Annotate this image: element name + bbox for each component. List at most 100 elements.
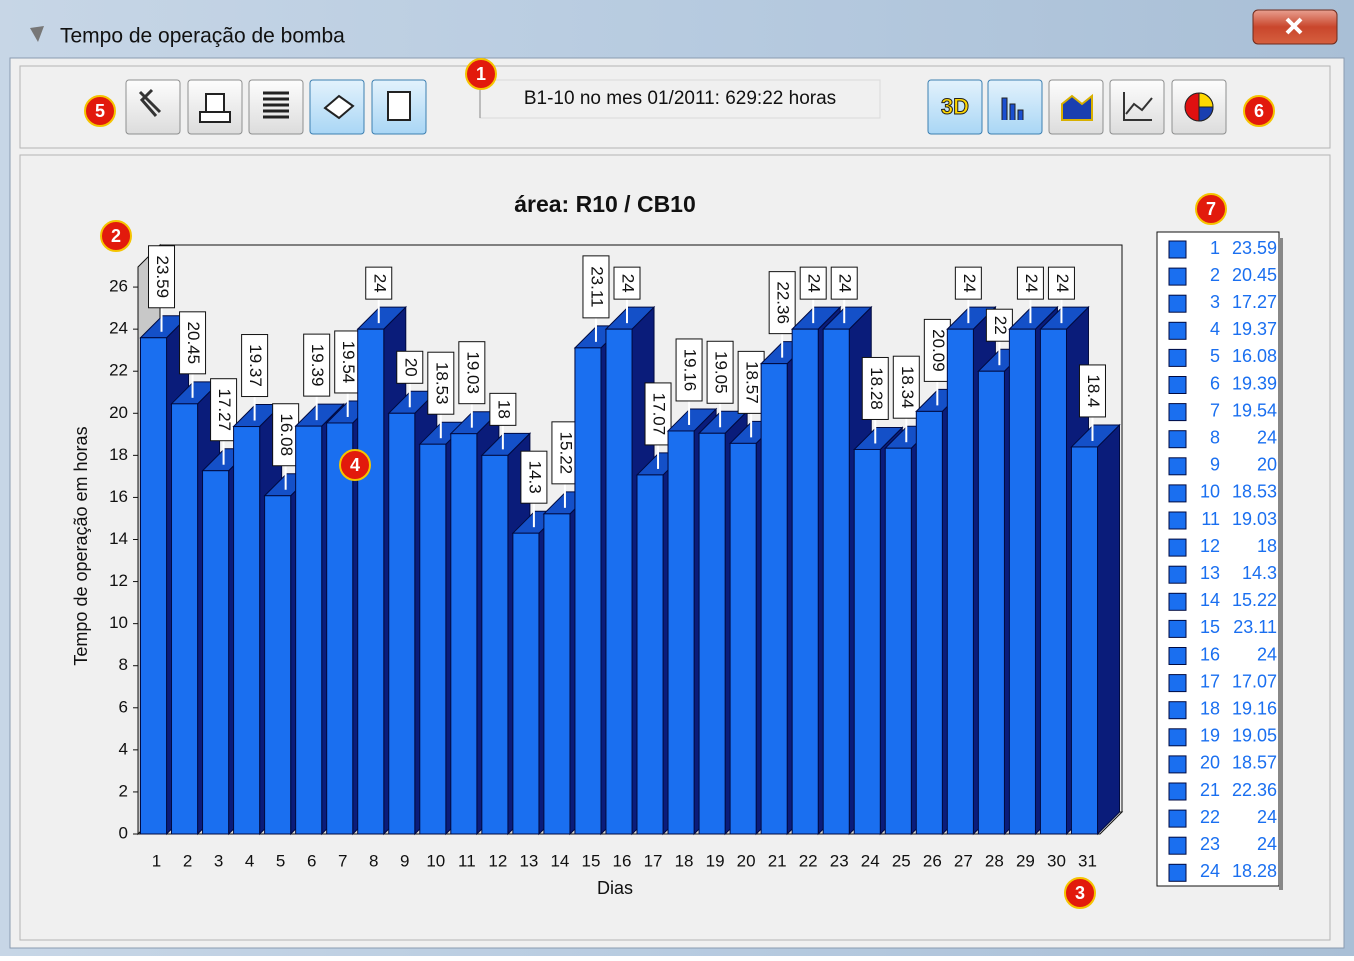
chart-title: área: R10 / CB10 (514, 191, 696, 217)
legend-index: 9 (1210, 455, 1220, 475)
value-label-box (675, 338, 703, 402)
value-label-box (365, 266, 393, 300)
x-tick-label: 6 (307, 851, 316, 870)
legend-value: 24 (1257, 807, 1277, 827)
legend-index: 24 (1200, 861, 1220, 881)
legend-value: 17.27 (1232, 292, 1277, 312)
legend-swatch (1168, 457, 1187, 476)
value-label-box (582, 255, 610, 319)
bar (171, 403, 199, 835)
bar (450, 433, 478, 835)
legend-swatch (1168, 755, 1187, 774)
legend-index: 17 (1200, 671, 1220, 691)
plot: 02468101214161820222426123.59220.45317.2… (109, 243, 1124, 870)
bar (946, 328, 974, 835)
bar (357, 328, 385, 835)
value-label-box (985, 308, 1013, 342)
bar (853, 448, 881, 835)
legend-value: 20 (1257, 455, 1277, 475)
bar (822, 328, 850, 835)
legend-swatch (1168, 484, 1187, 503)
x-tick-label: 1 (152, 851, 161, 870)
value-label-box (551, 421, 579, 485)
y-tick-label: 14 (109, 529, 128, 548)
callout-number: 1 (476, 64, 486, 84)
value-label: 16.08 (277, 413, 296, 456)
bar (977, 370, 1005, 835)
x-tick-label: 7 (338, 851, 347, 870)
window-icon (30, 26, 44, 42)
value-label-box (737, 350, 765, 414)
legend-index: 4 (1210, 319, 1220, 339)
legend-index: 11 (1201, 509, 1220, 529)
value-label: 18.53 (432, 362, 451, 405)
value-label-box (489, 392, 517, 426)
bar (233, 426, 261, 835)
x-tick-label: 30 (1047, 851, 1066, 870)
x-tick-label: 16 (613, 851, 632, 870)
y-axis-label: Tempo de operação em horas (71, 426, 91, 665)
callout-number: 3 (1075, 883, 1085, 903)
y-tick-label: 20 (109, 403, 128, 422)
legend-swatch (1168, 836, 1187, 855)
bar (1008, 328, 1036, 835)
bar (884, 447, 912, 835)
legend-value: 16.08 (1232, 346, 1277, 366)
legend-index: 10 (1200, 482, 1220, 502)
value-label: 24 (619, 274, 638, 293)
value-label-box (520, 450, 548, 504)
callout-badge (1064, 877, 1096, 909)
legend-value: 23.11 (1233, 617, 1277, 637)
value-label: 24 (960, 274, 979, 293)
3d-label: 3D (941, 94, 969, 119)
value-label: 18.28 (867, 367, 886, 410)
x-tick-label: 26 (923, 851, 942, 870)
callout-badge (100, 220, 132, 252)
status-text: B1-10 no mes 01/2011: 629:22 horas (524, 88, 836, 109)
x-tick-label: 12 (488, 851, 507, 870)
legend (1156, 231, 1280, 887)
legend-swatch (1168, 674, 1187, 693)
legend-index: 7 (1210, 400, 1220, 420)
legend-swatch (1168, 809, 1187, 828)
legend-index: 22 (1200, 807, 1220, 827)
value-label-box (768, 271, 796, 335)
y-tick-label: 24 (109, 319, 128, 338)
value-label: 18.4 (1084, 374, 1103, 407)
value-label: 18.34 (898, 366, 917, 409)
callout-number: 5 (95, 101, 105, 121)
legend-index: 12 (1200, 536, 1220, 556)
x-tick-label: 21 (768, 851, 787, 870)
legend-value: 23.59 (1232, 238, 1277, 258)
x-tick-label: 14 (550, 851, 569, 870)
legend-index: 21 (1200, 780, 1220, 800)
legend-swatch (1168, 321, 1187, 340)
legend-index: 20 (1200, 753, 1220, 773)
legend-value: 15.22 (1232, 590, 1277, 610)
value-label-box (427, 351, 455, 415)
legend-value: 18 (1257, 536, 1277, 556)
x-tick-label: 25 (892, 851, 911, 870)
x-tick-label: 27 (954, 851, 973, 870)
x-tick-label: 2 (183, 851, 192, 870)
x-tick-label: 13 (519, 851, 538, 870)
value-label-box (954, 266, 982, 300)
value-label-box (706, 340, 734, 404)
legend-swatch (1168, 647, 1187, 665)
legend-index: 8 (1210, 427, 1220, 447)
legend-index: 2 (1210, 265, 1220, 285)
x-tick-label: 3 (214, 851, 223, 870)
legend-swatch (1168, 376, 1187, 394)
x-tick-label: 28 (985, 851, 1004, 870)
bar (605, 328, 633, 835)
value-label: 19.39 (308, 344, 327, 387)
value-label: 19.05 (712, 351, 731, 394)
bar (202, 470, 230, 835)
window-title: Tempo de operação de bomba (60, 25, 345, 48)
3d-button[interactable] (927, 79, 983, 135)
list-button[interactable] (248, 79, 304, 135)
legend-swatch (1168, 538, 1187, 557)
legend-index: 15 (1200, 617, 1220, 637)
